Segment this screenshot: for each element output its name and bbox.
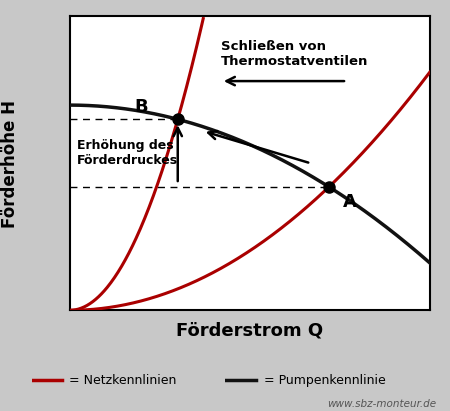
Text: Erhöhung des
Förderdruckes: Erhöhung des Förderdruckes xyxy=(77,139,178,167)
Text: Förderstrom Q: Förderstrom Q xyxy=(176,322,323,340)
Text: = Pumpenkennlinie: = Pumpenkennlinie xyxy=(264,374,386,387)
Text: Schließen von
Thermostatventilen: Schließen von Thermostatventilen xyxy=(221,40,369,68)
Text: www.sbz-monteur.de: www.sbz-monteur.de xyxy=(328,399,436,409)
Text: A: A xyxy=(343,194,357,211)
Text: Förderhöhe H: Förderhöhe H xyxy=(1,100,19,229)
Text: B: B xyxy=(135,98,148,116)
Text: = Netzkennlinien: = Netzkennlinien xyxy=(69,374,176,387)
